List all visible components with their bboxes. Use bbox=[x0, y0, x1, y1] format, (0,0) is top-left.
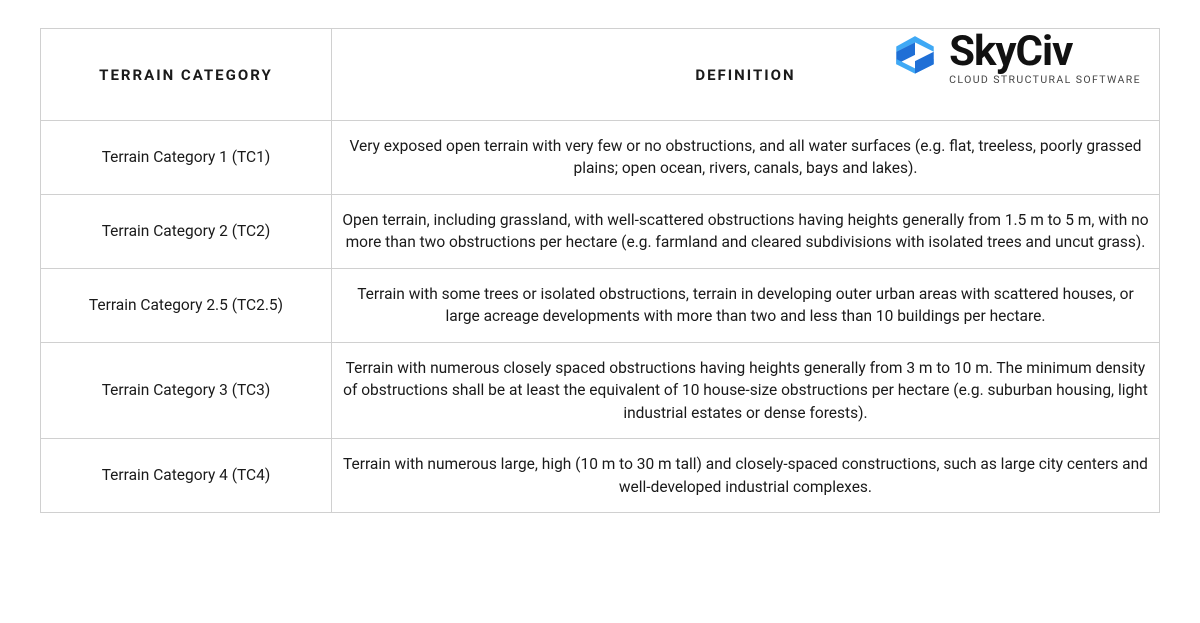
table-row: Terrain Category 2.5 (TC2.5) Terrain wit… bbox=[41, 268, 1160, 342]
cell-definition: Terrain with numerous large, high (10 m … bbox=[331, 439, 1159, 513]
brand-name: SkyCiv bbox=[949, 31, 1072, 73]
cell-definition: Terrain with numerous closely spaced obs… bbox=[331, 342, 1159, 438]
brand-logo: SkyCiv CLOUD STRUCTURAL SOFTWARE bbox=[889, 31, 1141, 86]
skyciv-logo-icon bbox=[889, 32, 941, 84]
cell-category: Terrain Category 2 (TC2) bbox=[41, 194, 332, 268]
table-row: Terrain Category 2 (TC2) Open terrain, i… bbox=[41, 194, 1160, 268]
table-header-row: TERRAIN CATEGORY DEFINITION bbox=[41, 29, 1160, 121]
cell-category: Terrain Category 4 (TC4) bbox=[41, 439, 332, 513]
table-row: Terrain Category 1 (TC1) Very exposed op… bbox=[41, 121, 1160, 195]
header-terrain-category: TERRAIN CATEGORY bbox=[41, 29, 332, 121]
cell-definition: Terrain with some trees or isolated obst… bbox=[331, 268, 1159, 342]
cell-definition: Open terrain, including grassland, with … bbox=[331, 194, 1159, 268]
brand-tagline: CLOUD STRUCTURAL SOFTWARE bbox=[949, 75, 1141, 86]
cell-definition: Very exposed open terrain with very few … bbox=[331, 121, 1159, 195]
table-row: Terrain Category 3 (TC3) Terrain with nu… bbox=[41, 342, 1160, 438]
header-definition-label: DEFINITION bbox=[695, 66, 795, 84]
cell-category: Terrain Category 1 (TC1) bbox=[41, 121, 332, 195]
cell-category: Terrain Category 2.5 (TC2.5) bbox=[41, 268, 332, 342]
cell-category: Terrain Category 3 (TC3) bbox=[41, 342, 332, 438]
terrain-category-table: TERRAIN CATEGORY DEFINITION bbox=[40, 28, 1160, 513]
table-row: Terrain Category 4 (TC4) Terrain with nu… bbox=[41, 439, 1160, 513]
header-definition: DEFINITION SkyCiv CLOUD bbox=[331, 29, 1159, 121]
